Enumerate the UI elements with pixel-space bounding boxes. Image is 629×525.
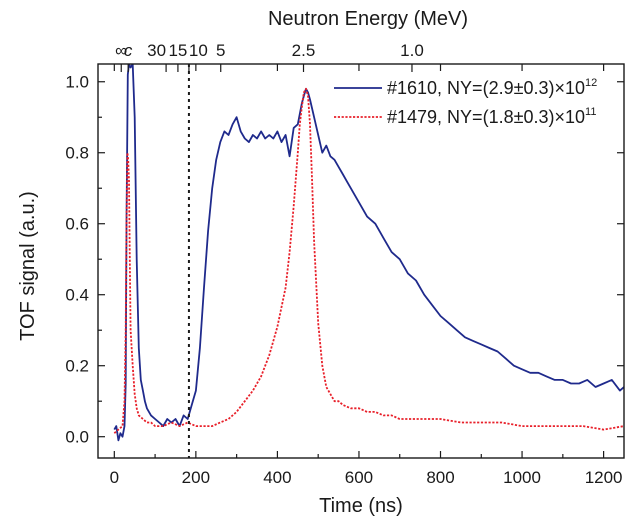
- series-line-1610: [113, 64, 624, 442]
- top-energy-tick-label: 30: [147, 41, 166, 60]
- top-axis-title: Neutron Energy (MeV): [268, 8, 468, 30]
- axes-layer: 0 200 400 600 800 1000 1200 0.0 0.2 0.4 0.6 0.8 1.0 ∞…: [65, 41, 625, 487]
- top-energy-tick-label: c: [124, 41, 133, 60]
- top-energy-tick-label: 2.5: [292, 41, 316, 60]
- x-tick-label: 800: [426, 468, 454, 487]
- y-axis-title: TOF signal (a.u.): [17, 191, 39, 341]
- top-energy-tick-label: 15: [168, 41, 187, 60]
- legend-label: #1610, NY=(2.9±0.3)×1012: [387, 77, 597, 98]
- y-tick-label: 0.0: [65, 428, 89, 447]
- x-tick-label: 200: [182, 468, 210, 487]
- x-axis-title: Time (ns): [319, 495, 403, 517]
- y-tick-label: 0.8: [65, 144, 89, 163]
- x-tick-label: 600: [345, 468, 373, 487]
- y-tick-label: 0.2: [65, 357, 89, 376]
- x-tick-label: 1200: [585, 468, 623, 487]
- series-layer: [113, 64, 624, 442]
- legend-label: #1479, NY=(1.8±0.3)×1011: [387, 106, 596, 127]
- legend: #1610, NY=(2.9±0.3)×1012 #1479, NY=(1.8±0…: [334, 77, 597, 127]
- top-energy-tick-label: 10: [189, 41, 208, 60]
- x-tick-label: 400: [263, 468, 291, 487]
- plot-frame: [97, 63, 625, 459]
- series-line-1479: [113, 87, 624, 434]
- y-tick-label: 0.6: [65, 215, 89, 234]
- y-tick-label: 1.0: [65, 73, 89, 92]
- top-energy-tick-label: 5: [216, 41, 225, 60]
- x-tick-label: 1000: [503, 468, 541, 487]
- top-energy-tick-label: ∞: [115, 41, 127, 60]
- top-energy-tick-label: 1.0: [400, 41, 424, 60]
- x-tick-label: 0: [110, 468, 119, 487]
- y-tick-label: 0.4: [65, 286, 89, 305]
